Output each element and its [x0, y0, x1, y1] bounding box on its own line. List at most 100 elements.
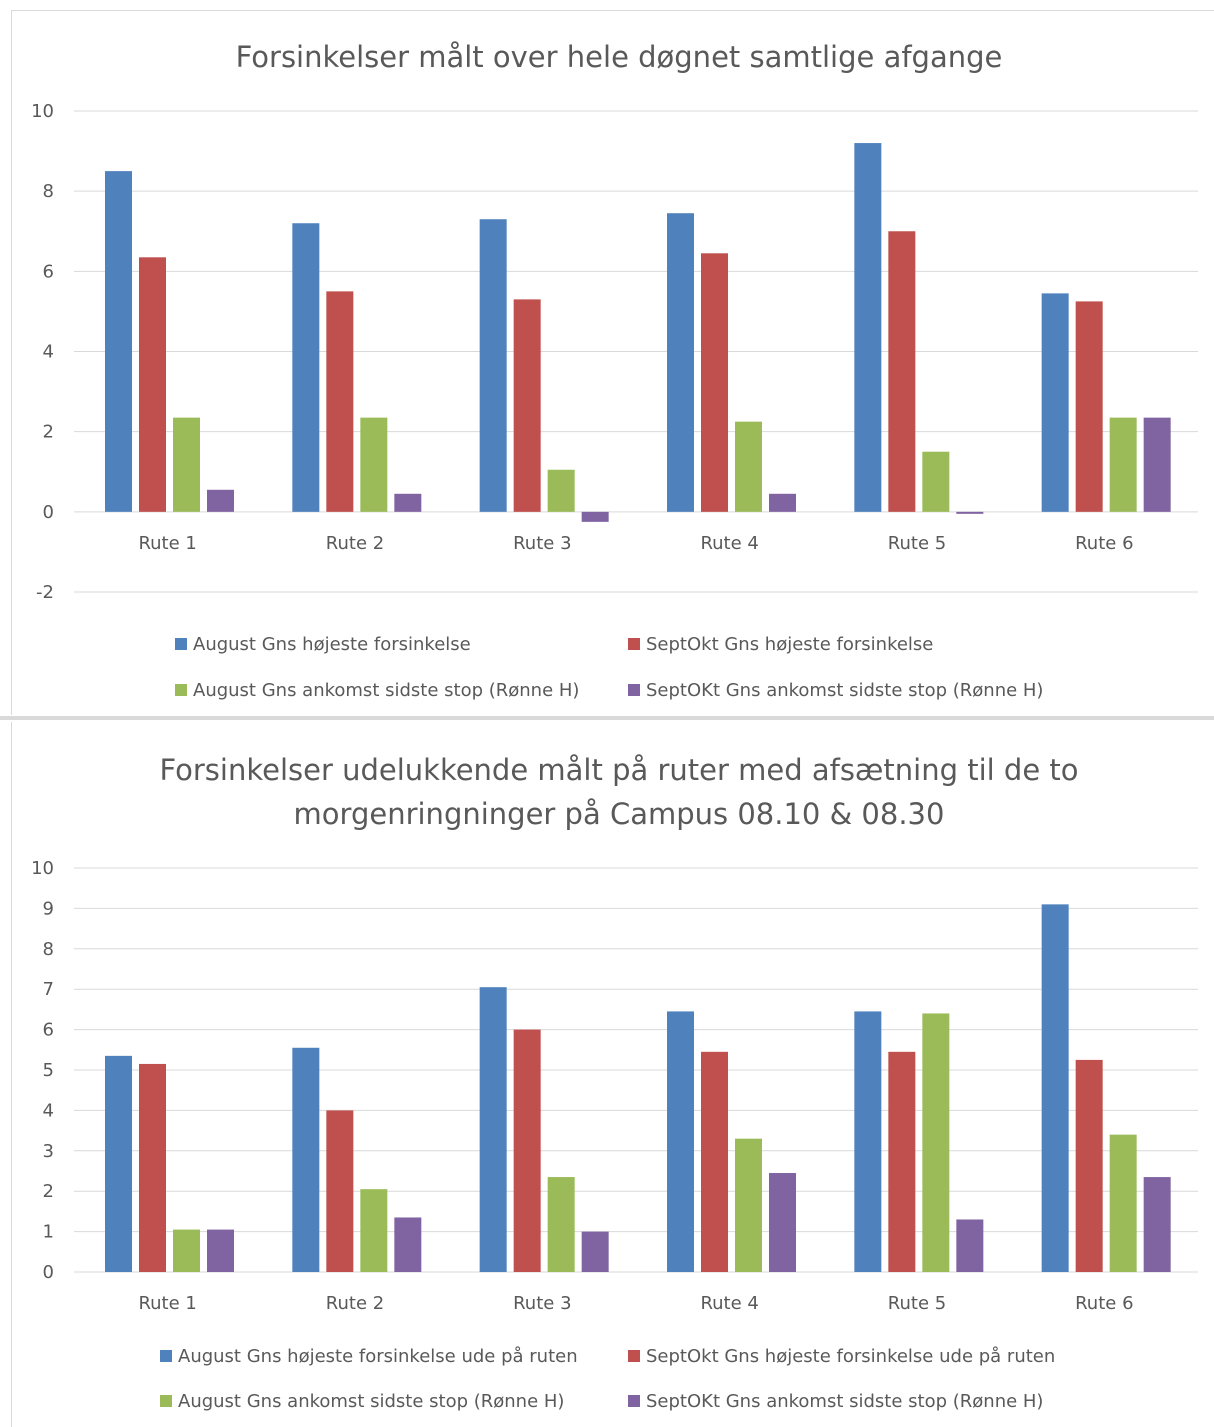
- bar-series-3-rute-5: [922, 1013, 950, 1272]
- bar-series-4-rute-5: [956, 511, 984, 514]
- y-tick-label: 0: [43, 502, 54, 523]
- category-label: Rute 2: [326, 533, 384, 554]
- legend-label: August Gns ankomst sidste stop (Rønne H): [193, 680, 579, 701]
- legend-label: SeptOKt Gns ankomst sidste stop (Rønne H…: [646, 680, 1043, 701]
- bar-series-1-rute-3: [479, 987, 507, 1272]
- category-label: Rute 4: [700, 533, 758, 554]
- bar-series-3-rute-4: [735, 421, 762, 512]
- bar-series-1-rute-4: [667, 213, 694, 512]
- bar-series-4-rute-4: [769, 493, 796, 512]
- y-tick-label: 10: [31, 858, 54, 879]
- bar-series-2-rute-4: [701, 1051, 728, 1272]
- legend-label: SeptOkt Gns højeste forsinkelse: [646, 634, 933, 655]
- y-tick-label: 2: [43, 422, 54, 443]
- chart-title: Forsinkelser udelukkende målt på ruter m…: [159, 753, 1078, 787]
- bar-series-1-rute-6: [1041, 904, 1069, 1272]
- legend-swatch: [160, 1350, 172, 1362]
- category-label: Rute 5: [888, 533, 946, 554]
- bar-series-4-rute-6: [1143, 417, 1171, 512]
- y-tick-label: 4: [43, 1100, 54, 1121]
- y-tick-label: -2: [36, 582, 54, 603]
- bar-series-4-rute-6: [1143, 1177, 1171, 1272]
- bar-series-4-rute-1: [207, 489, 234, 512]
- bar-series-2-rute-1: [139, 1063, 166, 1272]
- category-label: Rute 6: [1075, 1293, 1133, 1314]
- bar-series-4-rute-3: [581, 1231, 609, 1272]
- y-tick-label: 10: [31, 101, 54, 122]
- y-tick-label: 5: [43, 1060, 54, 1081]
- bar-series-3-rute-5: [922, 451, 950, 512]
- legend-swatch: [175, 684, 187, 696]
- bar-series-3-rute-1: [173, 417, 200, 512]
- bar-series-2-rute-5: [888, 231, 916, 512]
- y-tick-label: 8: [43, 939, 54, 960]
- y-tick-label: 2: [43, 1181, 54, 1202]
- bar-series-1-rute-6: [1041, 293, 1069, 512]
- y-tick-label: 3: [43, 1141, 54, 1162]
- category-label: Rute 2: [326, 1293, 384, 1314]
- chart-panel-2: Forsinkelser udelukkende målt på ruter m…: [11, 722, 1214, 1427]
- legend-swatch: [160, 1395, 172, 1407]
- bar-series-2-rute-3: [513, 299, 541, 512]
- bar-series-1-rute-4: [667, 1011, 694, 1272]
- bar-series-3-rute-2: [360, 1189, 388, 1272]
- category-label: Rute 3: [513, 1293, 571, 1314]
- panel-divider: [0, 716, 1214, 720]
- bar-series-3-rute-6: [1109, 417, 1137, 512]
- y-tick-label: 9: [43, 898, 54, 919]
- chart-title: Forsinkelser målt over hele døgnet samtl…: [236, 40, 1003, 74]
- y-tick-label: 6: [43, 261, 54, 282]
- bar-series-2-rute-5: [888, 1051, 916, 1272]
- bar-series-1-rute-1: [105, 171, 132, 512]
- bar-series-3-rute-3: [547, 1177, 575, 1272]
- legend-label: August Gns højeste forsinkelse ude på ru…: [178, 1346, 578, 1367]
- bar-series-1-rute-5: [854, 1011, 882, 1272]
- y-tick-label: 4: [43, 342, 54, 363]
- bar-series-3-rute-1: [173, 1229, 200, 1272]
- bar-series-1-rute-2: [292, 1047, 320, 1272]
- category-label: Rute 1: [138, 1293, 196, 1314]
- legend-swatch: [628, 1350, 640, 1362]
- legend-label: August Gns ankomst sidste stop (Rønne H): [178, 1391, 564, 1412]
- delay-chart-all-departures: Forsinkelser målt over hele døgnet samtl…: [31, 40, 1198, 701]
- bar-series-1-rute-1: [105, 1055, 132, 1272]
- bar-series-2-rute-2: [326, 1110, 354, 1272]
- category-label: Rute 4: [700, 1293, 758, 1314]
- bar-series-4-rute-2: [394, 1217, 422, 1272]
- legend-label: August Gns højeste forsinkelse: [193, 634, 471, 655]
- bar-series-4-rute-1: [207, 1229, 234, 1272]
- bar-series-2-rute-4: [701, 253, 728, 512]
- bar-series-2-rute-2: [326, 291, 354, 512]
- legend-label: SeptOKt Gns ankomst sidste stop (Rønne H…: [646, 1391, 1043, 1412]
- legend-label: SeptOkt Gns højeste forsinkelse ude på r…: [646, 1346, 1055, 1367]
- bar-series-3-rute-4: [735, 1138, 762, 1272]
- bar-series-1-rute-3: [479, 219, 507, 512]
- legend-swatch: [628, 684, 640, 696]
- legend-swatch: [175, 638, 187, 650]
- category-label: Rute 6: [1075, 533, 1133, 554]
- bar-series-4-rute-2: [394, 493, 422, 512]
- category-label: Rute 1: [138, 533, 196, 554]
- bar-series-2-rute-6: [1075, 301, 1103, 512]
- legend-swatch: [628, 638, 640, 650]
- bar-series-3-rute-6: [1109, 1134, 1137, 1272]
- bar-series-2-rute-6: [1075, 1059, 1103, 1272]
- bar-series-2-rute-1: [139, 257, 166, 512]
- bar-series-3-rute-2: [360, 417, 388, 512]
- y-tick-label: 0: [43, 1262, 54, 1283]
- bar-series-1-rute-5: [854, 143, 882, 512]
- bar-series-4-rute-5: [956, 1219, 984, 1272]
- chart-panel-1: Forsinkelser målt over hele døgnet samtl…: [11, 10, 1214, 715]
- bar-series-2-rute-3: [513, 1029, 541, 1272]
- bar-series-3-rute-3: [547, 469, 575, 512]
- y-tick-label: 7: [43, 979, 54, 1000]
- y-tick-label: 8: [43, 181, 54, 202]
- category-label: Rute 5: [888, 1293, 946, 1314]
- chart-title: morgenringninger på Campus 08.10 & 08.30: [294, 797, 945, 831]
- bar-series-4-rute-4: [769, 1173, 796, 1272]
- bar-series-1-rute-2: [292, 223, 320, 512]
- delay-chart-morning-routes: Forsinkelser udelukkende målt på ruter m…: [31, 753, 1198, 1412]
- y-tick-label: 6: [43, 1020, 54, 1041]
- category-label: Rute 3: [513, 533, 571, 554]
